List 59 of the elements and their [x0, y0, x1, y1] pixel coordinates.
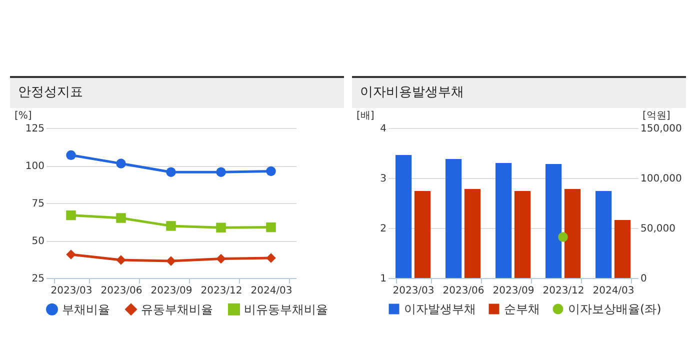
point	[66, 150, 76, 160]
y2-tick-label: 50,000	[640, 224, 676, 234]
x-tick-label: 2023/09	[492, 286, 534, 296]
point	[166, 256, 176, 266]
bar	[464, 189, 480, 278]
bar	[396, 155, 412, 278]
y-tick-label: 2	[380, 224, 386, 234]
point	[166, 221, 176, 231]
point	[116, 255, 126, 265]
bar	[614, 220, 630, 278]
point	[216, 167, 226, 177]
point	[116, 213, 126, 223]
x-tick-label: 2023/12	[200, 286, 242, 296]
bar	[414, 191, 430, 278]
bar	[446, 159, 462, 278]
bar	[546, 164, 562, 278]
y2-tick-label: 100,000	[640, 174, 682, 184]
y-axis-title: [%]	[14, 110, 32, 122]
y2-axis-title: [억원]	[642, 110, 670, 122]
x-tick-label: 2024/03	[592, 286, 634, 296]
x-tick-label: 2023/06	[100, 286, 142, 296]
legend-label: 이자보상배율(좌)	[568, 302, 662, 316]
point	[66, 250, 76, 260]
point	[266, 166, 276, 176]
bar	[496, 163, 512, 278]
point	[166, 167, 176, 177]
chart-title: 안정성지표	[10, 78, 344, 108]
legend-label: 부채비율	[62, 302, 110, 316]
point	[266, 253, 276, 263]
y-axis-title: [배]	[356, 110, 374, 122]
legend-label: 이자발생부채	[404, 302, 476, 316]
x-tick-label: 2023/03	[392, 286, 434, 296]
y-tick-label: 25	[32, 274, 44, 284]
point	[266, 222, 276, 232]
x-tick-label: 2023/03	[50, 286, 92, 296]
x-tick-label: 2023/12	[542, 286, 584, 296]
y-tick-label: 4	[380, 124, 386, 134]
legend-label: 유동부채비율	[141, 302, 213, 316]
point	[216, 254, 226, 264]
y2-tick-label: 0	[640, 274, 647, 284]
point	[66, 210, 76, 220]
legend-label: 비유동부채비율	[244, 302, 328, 316]
point	[116, 158, 126, 168]
x-tick-label: 2023/06	[442, 286, 484, 296]
y-tick-label: 50	[32, 236, 44, 247]
bar	[514, 191, 530, 278]
y-tick-label: 3	[380, 174, 386, 184]
bar	[596, 191, 612, 278]
x-tick-label: 2023/09	[150, 286, 192, 296]
point	[216, 222, 226, 232]
bar	[564, 189, 580, 278]
y-tick-label: 75	[32, 198, 44, 210]
legend-label: 순부채	[504, 302, 540, 316]
x-tick-label: 2024/03	[250, 286, 292, 296]
y-tick-label: 1	[380, 274, 386, 284]
y2-tick-label: 150,000	[640, 124, 682, 134]
y-tick-label: 125	[25, 124, 44, 134]
y-tick-label: 100	[25, 161, 44, 172]
chart-title: 이자비용발생부채	[352, 78, 686, 108]
